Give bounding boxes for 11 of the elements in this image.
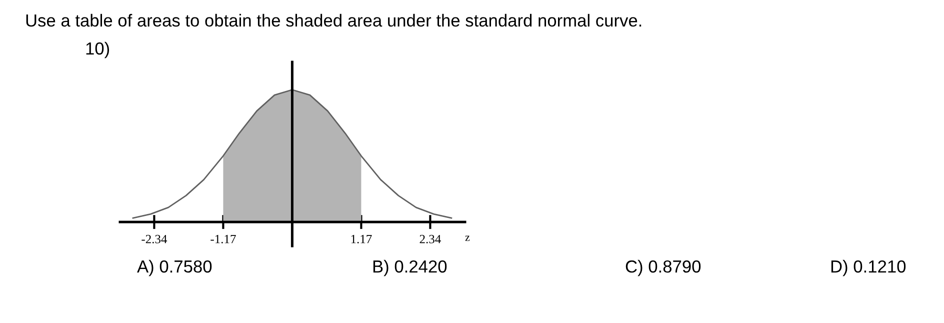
x-axis-title: z bbox=[465, 236, 470, 241]
text: A) 0.7580 bbox=[137, 260, 212, 276]
x-tick-label: 1.17 bbox=[351, 234, 372, 244]
chart-title: Use a table of areas to obtain the shaded area under the standard normal curve. bbox=[26, 14, 642, 27]
text: 10) bbox=[86, 42, 110, 58]
x-tick-label: 2.34 bbox=[420, 234, 441, 244]
x-tick-label: -1.17 bbox=[210, 234, 236, 244]
text: B) 0.2420 bbox=[373, 260, 447, 276]
x-tick-label: -2.34 bbox=[142, 234, 168, 244]
text: D) 0.1210 bbox=[831, 260, 906, 276]
text: C) 0.8790 bbox=[626, 260, 701, 276]
